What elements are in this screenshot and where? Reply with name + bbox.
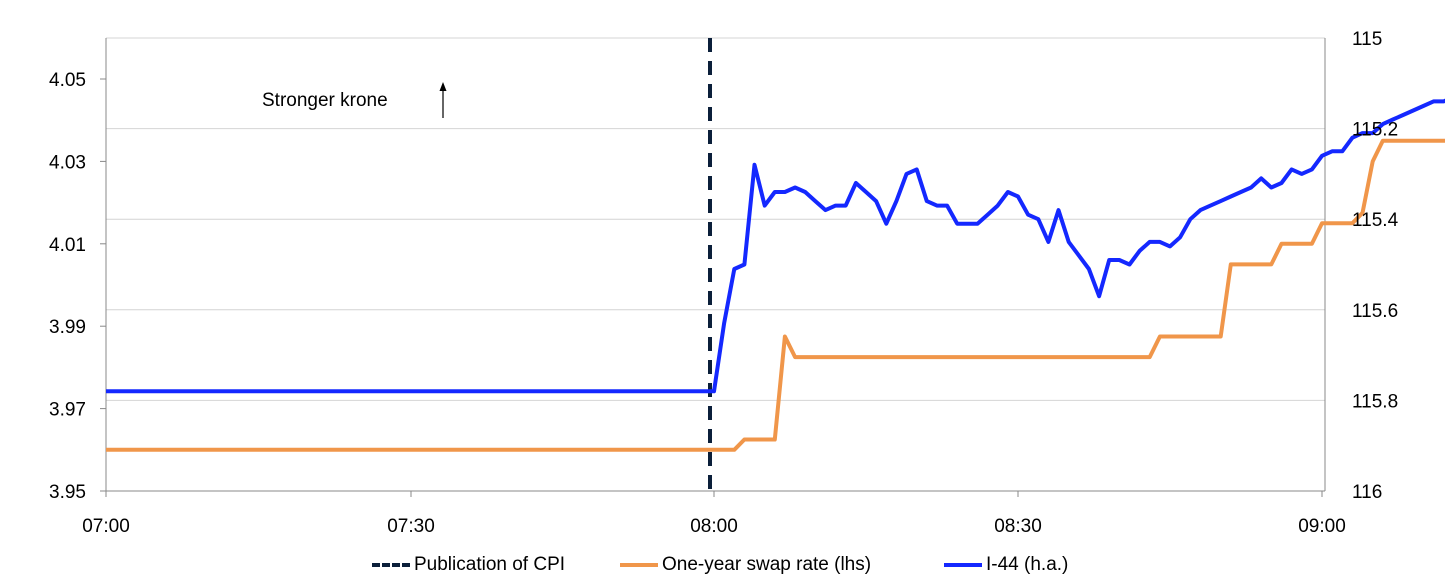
y-right-tick-label: 115.2 <box>1352 120 1398 141</box>
y-left-tick-label: 4.05 <box>49 70 86 91</box>
legend-label-cpi: Publication of CPI <box>414 554 566 575</box>
y-right-tick-label: 115.4 <box>1352 210 1399 231</box>
y-right-tick-label: 116 <box>1352 482 1382 503</box>
line-chart: 115 115.2 115.4 115.6 115.8 116 3.95 3.97 3.99 4.… <box>49 29 1445 537</box>
y-left-tick-label: 3.99 <box>49 317 86 338</box>
series <box>106 38 1445 491</box>
y-left-tick-label: 3.95 <box>49 482 86 503</box>
annotation-stronger-krone: Stronger krone <box>262 90 388 111</box>
tick-labels: 115 115.2 115.4 115.6 115.8 116 3.95 3.97 3.99 4.… <box>49 29 1399 537</box>
swap-rate-series-line <box>106 138 1445 452</box>
legend-item-i44: I-44 (h.a.) <box>944 550 1068 580</box>
y-left-tick-label: 4.01 <box>49 235 86 256</box>
x-tick-label: 07:00 <box>82 516 130 537</box>
y-right-tick-label: 115.8 <box>1352 391 1398 412</box>
legend-label-swap: One-year swap rate (lhs) <box>662 554 872 575</box>
y-right-tick-label: 115 <box>1352 29 1382 50</box>
legend-item-swap: One-year swap rate (lhs) <box>620 550 871 580</box>
legend: Publication of CPI One-year swap rate (l… <box>0 550 1445 584</box>
dashed-line-icon <box>372 563 410 567</box>
x-tick-label: 09:00 <box>1298 516 1346 537</box>
arrow-head <box>439 82 447 91</box>
orange-line-icon <box>620 563 658 567</box>
legend-item-cpi: Publication of CPI <box>372 550 565 580</box>
y-right-tick-label: 115.6 <box>1352 301 1398 322</box>
gridlines <box>106 37 1325 401</box>
x-tick-label: 07:30 <box>387 516 435 537</box>
i44-series-line <box>106 98 1445 394</box>
blue-line-icon <box>944 563 982 567</box>
axes <box>100 38 1326 497</box>
y-left-tick-label: 3.97 <box>49 400 86 421</box>
y-left-tick-label: 4.03 <box>49 152 86 173</box>
annotations: Stronger krone <box>262 82 447 118</box>
x-tick-label: 08:00 <box>690 516 738 537</box>
x-tick-label: 08:30 <box>994 516 1042 537</box>
legend-label-i44: I-44 (h.a.) <box>986 554 1069 575</box>
